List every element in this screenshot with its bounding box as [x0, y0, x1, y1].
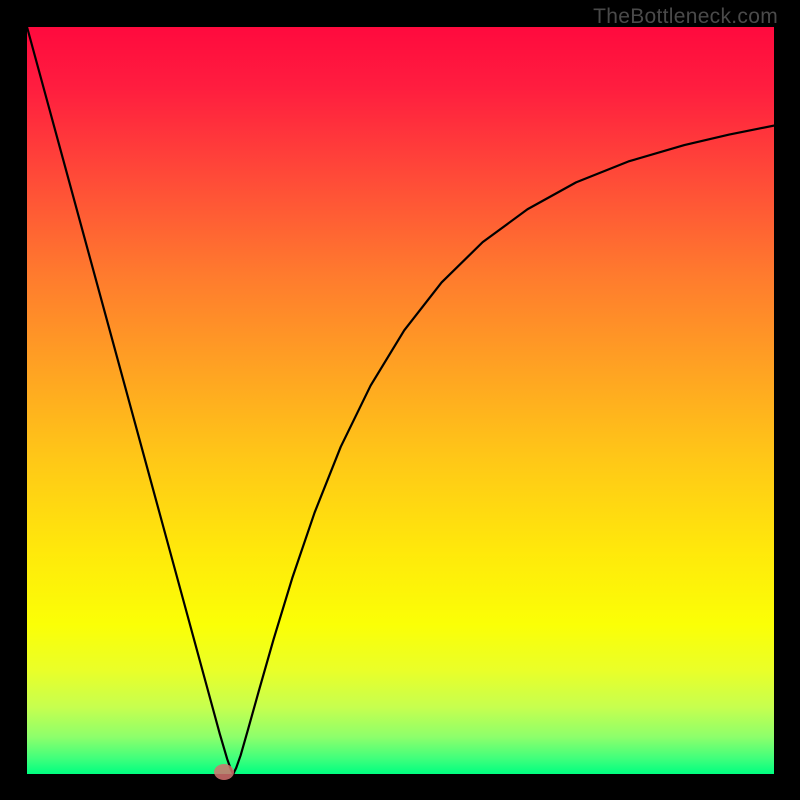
bottleneck-curve: [27, 27, 774, 774]
plot-area: [27, 27, 774, 774]
optimal-point-marker: [214, 764, 234, 780]
watermark-text: TheBottleneck.com: [593, 5, 778, 29]
